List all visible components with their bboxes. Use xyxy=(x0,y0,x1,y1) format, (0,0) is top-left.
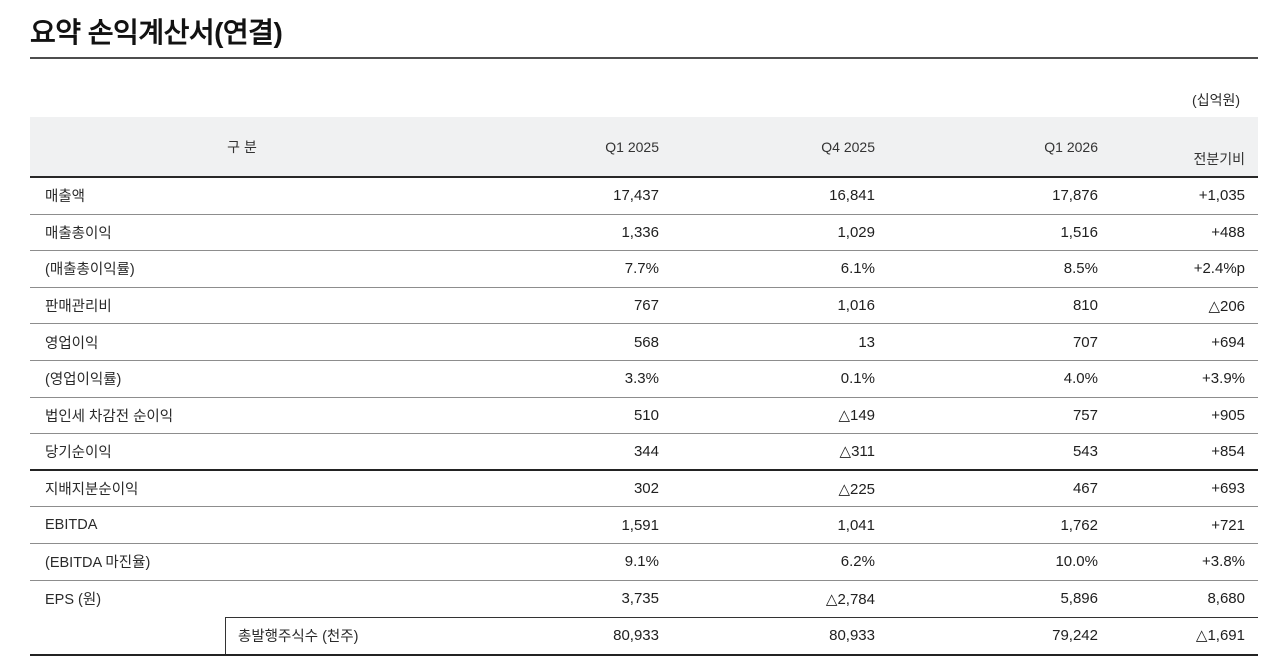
cell-q4-2025: 16,841 xyxy=(829,187,875,205)
table-row: (영업이익률) 3.3% 0.1% 4.0% +3.9% xyxy=(30,361,1258,398)
footnote-row-total-shares: 총발행주식수 (천주) 80,933 80,933 79,242 △1,691 xyxy=(30,617,1258,654)
row-label: (영업이익률) xyxy=(45,372,122,389)
cell-q1-2025: 17,437 xyxy=(613,187,659,205)
header-q4-2025: Q4 2025 xyxy=(821,138,875,155)
page-title: 요약 손익계산서(연결) xyxy=(30,17,283,48)
cell-q4-2025: 13 xyxy=(858,333,875,351)
row-label: EBITDA xyxy=(45,517,98,534)
header-q1-2025: Q1 2025 xyxy=(605,138,659,155)
cell-q4-2025: 6.2% xyxy=(840,553,875,571)
cell-q4-2025: 1,029 xyxy=(837,223,875,241)
table-header-row: 구 분 Q1 2025 Q4 2025 Q1 2026 전분기비 xyxy=(30,117,1258,178)
table-row: 영업이익 568 13 707 +694 xyxy=(30,324,1258,361)
row-label: EPS (원) xyxy=(45,592,102,609)
row-label: 지배지분순이익 xyxy=(45,482,139,499)
cell-q1-2025: 344 xyxy=(633,442,659,460)
table-row: (EBITDA 마진율) 9.1% 6.2% 10.0% +3.8% xyxy=(30,544,1258,581)
cell-delta: +488 xyxy=(1211,223,1245,241)
cell-delta: +1,035 xyxy=(1198,187,1245,205)
table-row: EPS (원) 3,735 △2,784 5,896 8,680 xyxy=(30,581,1258,618)
cell-q1-2025: 1,336 xyxy=(621,223,659,241)
cell-q1-2026: 1,762 xyxy=(1060,516,1098,534)
title-divider xyxy=(30,57,1258,59)
cell-delta: +3.8% xyxy=(1202,553,1245,571)
row-label: 법인세 차감전 순이익 xyxy=(45,408,174,425)
header-delta-vs-prev-quarter: 전분기비 xyxy=(1193,151,1245,167)
row-label: 총발행주식수 (천주) xyxy=(238,628,359,645)
row-label: 매출총이익 xyxy=(45,225,112,242)
cell-q1-2026: 79,242 xyxy=(1052,626,1098,644)
cell-delta: +693 xyxy=(1211,480,1245,498)
cell-q1-2026: 17,876 xyxy=(1052,187,1098,205)
cell-q1-2025: 7.7% xyxy=(624,260,659,278)
table-row: 매출액 17,437 16,841 17,876 +1,035 xyxy=(30,178,1258,215)
cell-delta: +2.4%p xyxy=(1193,260,1245,278)
cell-q4-2025: 6.1% xyxy=(840,260,875,278)
cell-q1-2026: 8.5% xyxy=(1063,260,1098,278)
cell-q4-2025: △225 xyxy=(838,480,875,498)
unit-note: (십억원) xyxy=(1192,92,1240,108)
table-body: 매출액 17,437 16,841 17,876 +1,035 매출총이익 1,… xyxy=(30,178,1258,617)
cell-q4-2025: 1,016 xyxy=(837,297,875,315)
cell-q1-2026: 543 xyxy=(1072,442,1098,460)
cell-q4-2025: △311 xyxy=(839,443,875,461)
row-label: 매출액 xyxy=(45,189,86,206)
cell-q1-2025: 80,933 xyxy=(613,626,659,644)
cell-delta: +854 xyxy=(1211,442,1245,460)
cell-delta: +694 xyxy=(1211,333,1245,351)
cell-q1-2026: 10.0% xyxy=(1055,553,1098,571)
row-label: (매출총이익률) xyxy=(45,262,135,279)
cell-q1-2025: 3,735 xyxy=(621,590,659,608)
cell-q1-2025: 302 xyxy=(633,480,659,498)
cell-q1-2026: 4.0% xyxy=(1063,370,1098,388)
income-statement-table: 구 분 Q1 2025 Q4 2025 Q1 2026 전분기비 매출액 17,… xyxy=(30,117,1258,656)
cell-q4-2025: △2,784 xyxy=(825,590,875,608)
cell-q1-2025: 568 xyxy=(633,333,659,351)
cell-q1-2025: 3.3% xyxy=(624,370,659,388)
cell-q1-2025: 1,591 xyxy=(621,516,659,534)
row-label: 판매관리비 xyxy=(45,299,112,316)
row-label: 영업이익 xyxy=(45,335,99,352)
cell-delta: +905 xyxy=(1211,406,1245,424)
cell-q1-2026: 5,896 xyxy=(1060,590,1098,608)
table-row: 당기순이익 344 △311 543 +854 xyxy=(30,434,1258,471)
header-q1-2026: Q1 2026 xyxy=(1044,138,1098,155)
table-row: EBITDA 1,591 1,041 1,762 +721 xyxy=(30,507,1258,544)
cell-delta: +3.9% xyxy=(1202,370,1245,388)
table-row: 매출총이익 1,336 1,029 1,516 +488 xyxy=(30,215,1258,252)
row-label: (EBITDA 마진율) xyxy=(45,555,151,572)
cell-q1-2026: 757 xyxy=(1072,406,1098,424)
cell-q4-2025: 1,041 xyxy=(837,516,875,534)
table-row: 법인세 차감전 순이익 510 △149 757 +905 xyxy=(30,398,1258,435)
cell-delta: 8,680 xyxy=(1207,590,1245,608)
table-row: 지배지분순이익 302 △225 467 +693 xyxy=(30,471,1258,508)
row-label: 당기순이익 xyxy=(45,444,112,461)
cell-q1-2026: 707 xyxy=(1072,333,1098,351)
table-row: (매출총이익률) 7.7% 6.1% 8.5% +2.4%p xyxy=(30,251,1258,288)
header-category: 구 분 xyxy=(227,138,257,155)
cell-q4-2025: △149 xyxy=(838,407,875,425)
cell-q1-2026: 467 xyxy=(1072,480,1098,498)
cell-delta: △206 xyxy=(1208,297,1245,315)
cell-q4-2025: 80,933 xyxy=(829,626,875,644)
cell-delta: △1,691 xyxy=(1195,627,1245,645)
table-row: 판매관리비 767 1,016 810 △206 xyxy=(30,288,1258,325)
cell-q4-2025: 0.1% xyxy=(840,370,875,388)
cell-delta: +721 xyxy=(1211,516,1245,534)
cell-q1-2025: 510 xyxy=(633,406,659,424)
cell-q1-2026: 810 xyxy=(1072,297,1098,315)
cell-q1-2026: 1,516 xyxy=(1060,223,1098,241)
cell-q1-2025: 767 xyxy=(633,297,659,315)
cell-q1-2025: 9.1% xyxy=(624,553,659,571)
